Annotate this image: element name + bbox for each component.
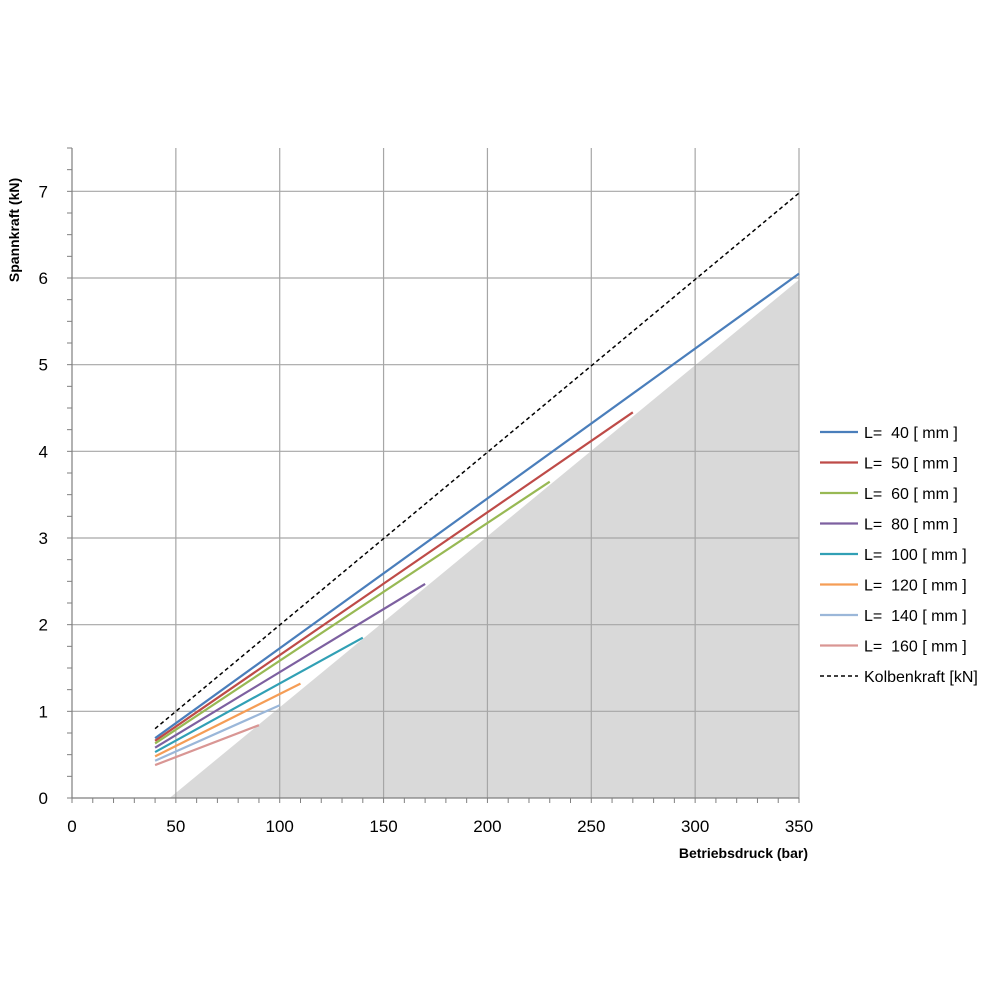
y-tick-label: 2 <box>39 616 48 635</box>
x-tick-label: 300 <box>681 817 709 836</box>
legend-label: L= 50 [ mm ] <box>864 456 958 473</box>
series-line-1 <box>154 272 800 740</box>
legend: L= 40 [ mm ] L= 50 [ mm ] L= 60 [ mm ] L= 8… <box>820 425 978 686</box>
x-tick-label: 100 <box>266 817 294 836</box>
legend-label: L= 60 [ mm ] <box>864 486 958 503</box>
legend-label: L= 80 [ mm ] <box>864 517 958 534</box>
y-tick-label: 3 <box>39 529 48 548</box>
series-line-8 <box>154 724 260 767</box>
legend-label: Kolbenkraft [kN] <box>864 669 978 686</box>
axes: 0 50 100 150 200 250 300 350 0 1 2 3 4 5 6 7 <box>39 147 813 836</box>
x-tick-label: 200 <box>473 817 501 836</box>
x-tick-label: 350 <box>785 817 813 836</box>
x-tick-label: 0 <box>67 817 76 836</box>
legend-label: L= 160 [ mm ] <box>864 639 967 656</box>
y-axis-title: Spannkraft (kN) <box>6 178 22 282</box>
y-tick-label: 0 <box>39 789 48 808</box>
series-line-4 <box>154 582 426 749</box>
x-axis-title: Betriebsdruck (bar) <box>679 845 808 861</box>
x-tick-label: 150 <box>369 817 397 836</box>
series-line-7 <box>154 704 281 762</box>
series-line-3 <box>154 480 551 745</box>
series-line-5 <box>154 636 364 754</box>
legend-label: L= 100 [ mm ] <box>864 547 967 564</box>
plot-area <box>72 148 800 798</box>
y-tick-label: 1 <box>39 702 48 721</box>
y-tick-label: 7 <box>39 182 48 201</box>
x-tick-label: 250 <box>577 817 605 836</box>
legend-label: L= 140 [ mm ] <box>864 608 967 625</box>
x-tick-label: 50 <box>166 817 185 836</box>
y-tick-label: 6 <box>39 269 48 288</box>
shaded-region <box>169 279 799 798</box>
series-line-6 <box>154 682 301 758</box>
y-tick-label: 4 <box>39 442 48 461</box>
legend-label: L= 40 [ mm ] <box>864 425 958 442</box>
series-line-2 <box>154 411 634 742</box>
y-tick-label: 5 <box>39 356 48 375</box>
legend-label: L= 120 [ mm ] <box>864 578 967 595</box>
